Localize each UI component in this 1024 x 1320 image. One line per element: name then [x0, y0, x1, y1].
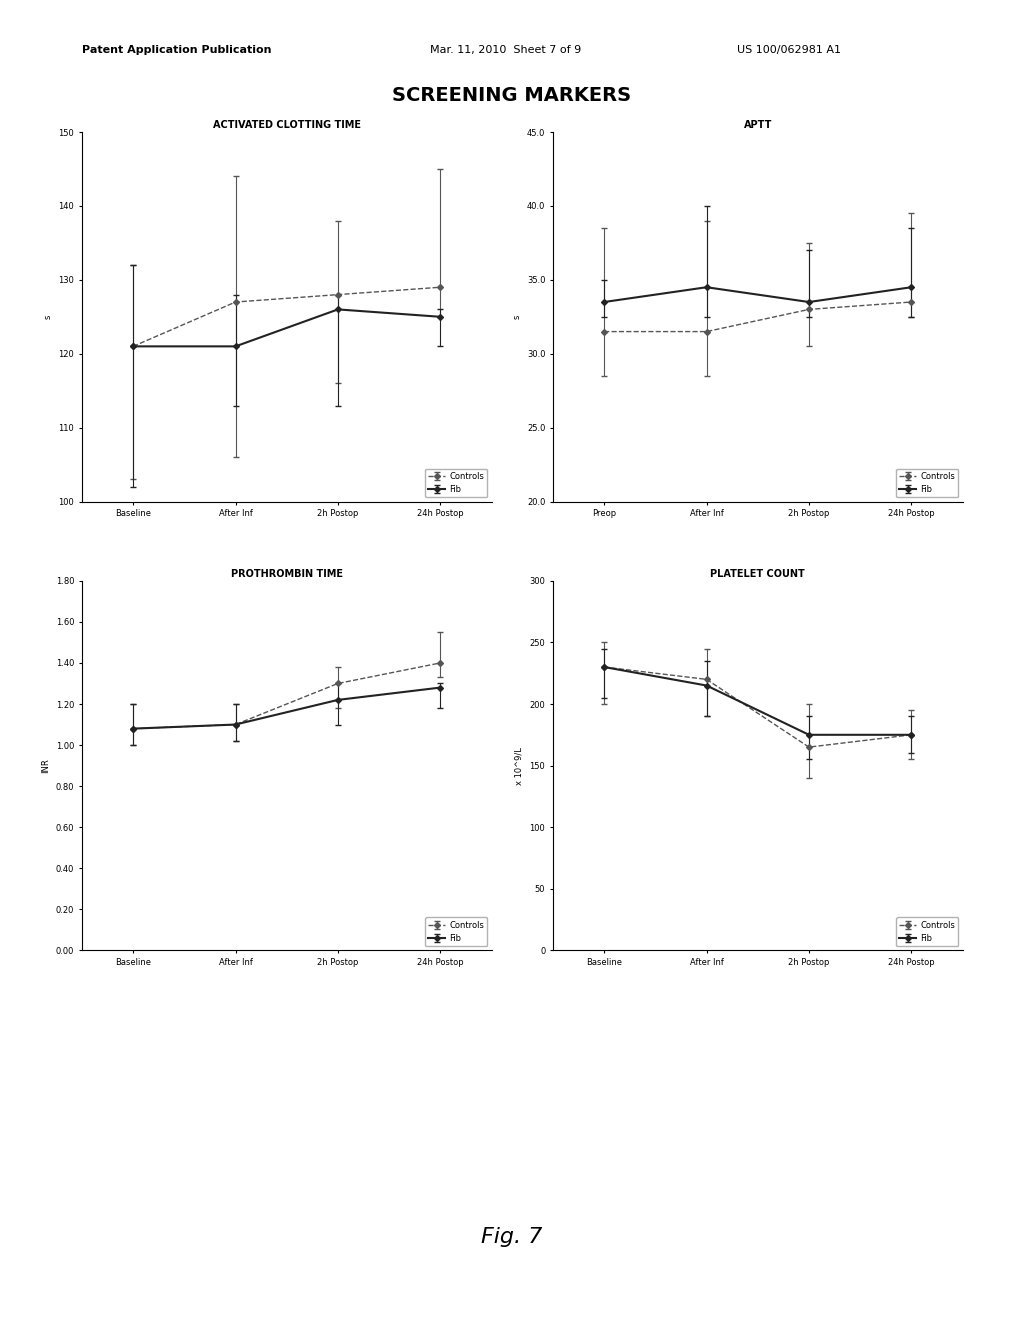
Y-axis label: s: s	[512, 314, 521, 319]
Title: APTT: APTT	[743, 120, 772, 129]
Legend: Controls, Fib: Controls, Fib	[896, 469, 958, 498]
Y-axis label: INR: INR	[41, 758, 50, 774]
Y-axis label: x 10^9/L: x 10^9/L	[515, 747, 524, 784]
Text: Patent Application Publication: Patent Application Publication	[82, 45, 271, 55]
Title: ACTIVATED CLOTTING TIME: ACTIVATED CLOTTING TIME	[213, 120, 360, 129]
Text: SCREENING MARKERS: SCREENING MARKERS	[392, 86, 632, 104]
Title: PROTHROMBIN TIME: PROTHROMBIN TIME	[230, 569, 343, 578]
Text: Mar. 11, 2010  Sheet 7 of 9: Mar. 11, 2010 Sheet 7 of 9	[430, 45, 582, 55]
Legend: Controls, Fib: Controls, Fib	[425, 917, 487, 946]
Legend: Controls, Fib: Controls, Fib	[425, 469, 487, 498]
Title: PLATELET COUNT: PLATELET COUNT	[711, 569, 805, 578]
Legend: Controls, Fib: Controls, Fib	[896, 917, 958, 946]
Y-axis label: s: s	[44, 314, 53, 319]
Text: US 100/062981 A1: US 100/062981 A1	[737, 45, 842, 55]
Text: Fig. 7: Fig. 7	[481, 1228, 543, 1247]
